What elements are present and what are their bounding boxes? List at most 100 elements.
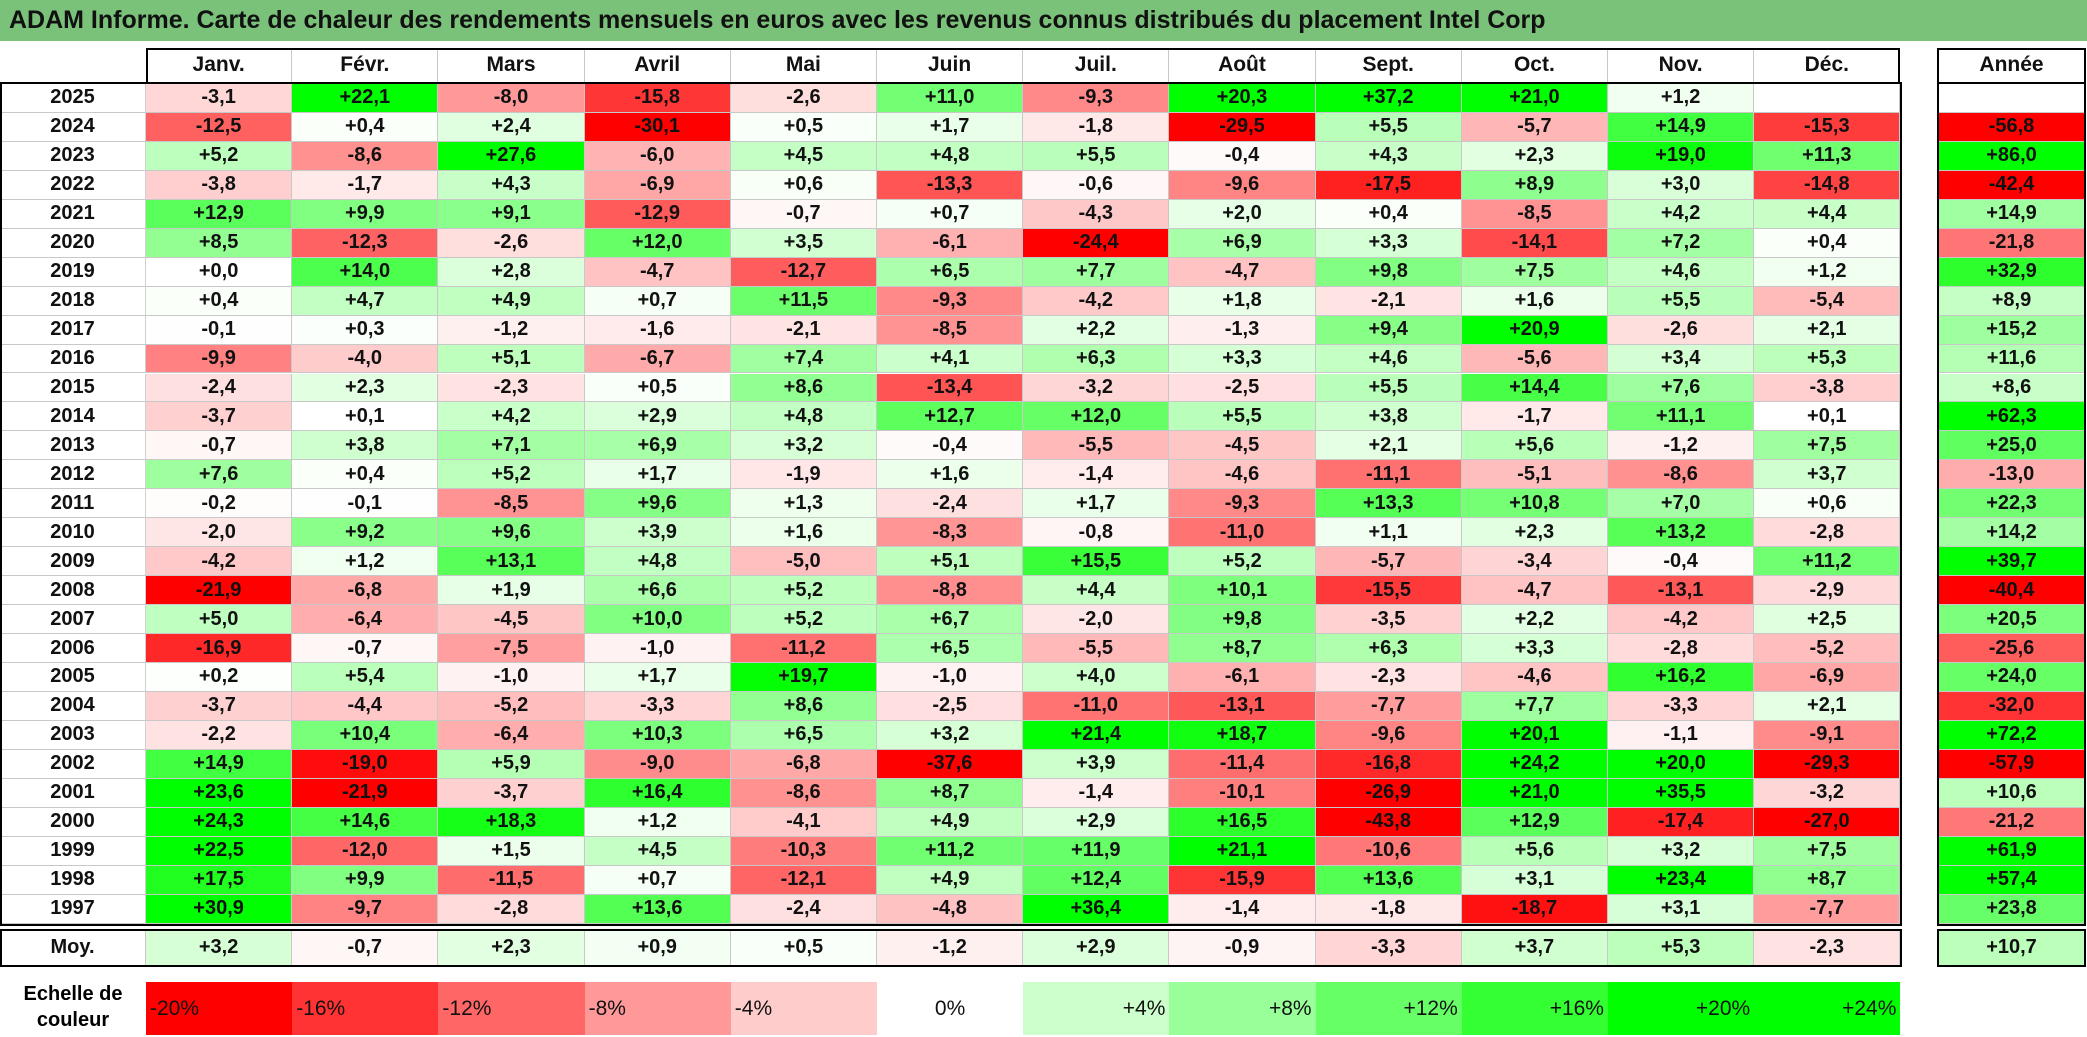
heatmap-cell: +20,1 (1461, 720, 1608, 750)
heatmap-cell: +30,9 (146, 894, 293, 924)
year-label: 1997 (0, 894, 146, 924)
annual-cell: -21,2 (1939, 807, 2085, 837)
heatmap-cell: -2,8 (1608, 634, 1755, 663)
heatmap-cell: +3,7 (1754, 460, 1901, 490)
heatmap-cell: -3,1 (146, 84, 293, 113)
heatmap-cell: -4,2 (1023, 286, 1170, 316)
heatmap-cell: +6,7 (877, 605, 1024, 635)
heatmap-cell: -12,3 (292, 228, 439, 258)
average-cell: +5,3 (1608, 929, 1755, 966)
color-scale-stop: +16% (1461, 982, 1608, 1035)
heatmap-cell: -8,5 (438, 489, 585, 519)
year-label: 2020 (0, 228, 146, 258)
color-scale-stop: -20% (146, 982, 293, 1035)
heatmap-cell: +16,4 (584, 778, 731, 808)
heatmap-cell: +3,9 (584, 518, 731, 548)
heatmap-cell: -9,3 (1169, 489, 1316, 519)
heatmap-cell: +10,8 (1461, 489, 1608, 519)
average-label: Moy. (0, 929, 146, 966)
heatmap-cell: +24,3 (146, 807, 293, 837)
heatmap-cell: +4,7 (292, 286, 439, 316)
heatmap-cell: +2,8 (438, 257, 585, 287)
heatmap-cell: -2,4 (146, 373, 293, 403)
heatmap-cell: +11,3 (1754, 141, 1901, 171)
heatmap-cell: -16,8 (1315, 749, 1462, 779)
heatmap-cell: +27,6 (438, 141, 585, 171)
heatmap-cell: -13,1 (1169, 691, 1316, 721)
heatmap-cell: +23,6 (146, 778, 293, 808)
heatmap-cell: -9,1 (1754, 720, 1901, 750)
heatmap-cell: +5,5 (1169, 402, 1316, 432)
heatmap-cell: +7,6 (146, 460, 293, 490)
heatmap-cell: -4,5 (438, 605, 585, 635)
heatmap-cell: +4,5 (730, 141, 877, 171)
heatmap-cell: +1,6 (877, 460, 1024, 490)
heatmap-cell: -6,1 (1169, 663, 1316, 692)
annual-cell: -42,4 (1939, 170, 2085, 200)
heatmap-cell: -2,2 (146, 720, 293, 750)
year-label: 1999 (0, 836, 146, 866)
heatmap-cell: -2,3 (1315, 663, 1462, 692)
heatmap-cell: -8,3 (877, 518, 1024, 548)
heatmap-cell: -4,7 (584, 257, 731, 287)
heatmap-cell: -1,4 (1023, 778, 1170, 808)
annual-cell: +61,9 (1939, 836, 2085, 866)
heatmap-cell: -12,0 (292, 836, 439, 866)
heatmap-cell: -30,1 (584, 112, 731, 142)
year-label: 2009 (0, 547, 146, 577)
heatmap-cell: -0,8 (1023, 518, 1170, 548)
year-label: 2016 (0, 344, 146, 374)
heatmap-cell: -5,2 (438, 691, 585, 721)
heatmap-cell: -43,8 (1315, 807, 1462, 837)
heatmap-cell: -16,9 (146, 634, 293, 663)
heatmap-cell: +11,2 (1754, 547, 1901, 577)
heatmap-cell: -5,7 (1315, 547, 1462, 577)
heatmap-cell: +4,5 (584, 836, 731, 866)
heatmap-cell: +5,1 (877, 547, 1024, 577)
heatmap-cell: +6,5 (730, 720, 877, 750)
heatmap-cell: +2,1 (1315, 431, 1462, 461)
month-header: Déc. (1754, 48, 1901, 84)
heatmap-cell: +5,2 (1169, 547, 1316, 577)
heatmap-cell: +9,2 (292, 518, 439, 548)
heatmap-cell: +1,6 (730, 518, 877, 548)
month-header: Févr. (292, 48, 439, 84)
heatmap-cell: +2,9 (584, 402, 731, 432)
heatmap-cell: +4,8 (584, 547, 731, 577)
heatmap-cell: -1,0 (877, 663, 1024, 692)
heatmap-cell: -10,1 (1169, 778, 1316, 808)
heatmap-cell: +0,1 (1754, 402, 1901, 432)
heatmap-cell: +7,5 (1754, 431, 1901, 461)
year-label: 2012 (0, 460, 146, 490)
month-header: Août (1169, 48, 1316, 84)
heatmap-cell: +10,0 (584, 605, 731, 635)
heatmap-cell: -1,8 (1023, 112, 1170, 142)
heatmap-cell: -5,1 (1461, 460, 1608, 490)
average-cell: +3,2 (146, 929, 293, 966)
heatmap-cell: +16,2 (1608, 663, 1755, 692)
heatmap-cell: +21,0 (1461, 778, 1608, 808)
heatmap-cell: -11,2 (730, 634, 877, 663)
heatmap-cell: +1,1 (1315, 518, 1462, 548)
heatmap-cell: +2,2 (1023, 315, 1170, 345)
heatmap-cell: -18,7 (1461, 894, 1608, 924)
heatmap-cell: -9,6 (1169, 170, 1316, 200)
heatmap-cell: -8,5 (877, 315, 1024, 345)
heatmap-cell: -5,7 (1461, 112, 1608, 142)
year-label: 2008 (0, 576, 146, 606)
heatmap-cell: -26,9 (1315, 778, 1462, 808)
heatmap-cell: -17,4 (1608, 807, 1755, 837)
heatmap-cell: -7,7 (1754, 894, 1901, 924)
heatmap-cell: -2,5 (877, 691, 1024, 721)
heatmap-cell: +0,6 (1754, 489, 1901, 519)
heatmap-cell: +4,4 (1754, 199, 1901, 229)
heatmap-cell: +14,6 (292, 807, 439, 837)
heatmap-cell: +12,9 (146, 199, 293, 229)
heatmap-cell: -9,0 (584, 749, 731, 779)
heatmap-cell: +6,5 (877, 634, 1024, 663)
annual-cell (1939, 84, 2085, 113)
heatmap-cell: +4,9 (877, 865, 1024, 895)
heatmap-cell: +12,9 (1461, 807, 1608, 837)
heatmap-cell: +13,3 (1315, 489, 1462, 519)
heatmap-cell: +3,8 (292, 431, 439, 461)
